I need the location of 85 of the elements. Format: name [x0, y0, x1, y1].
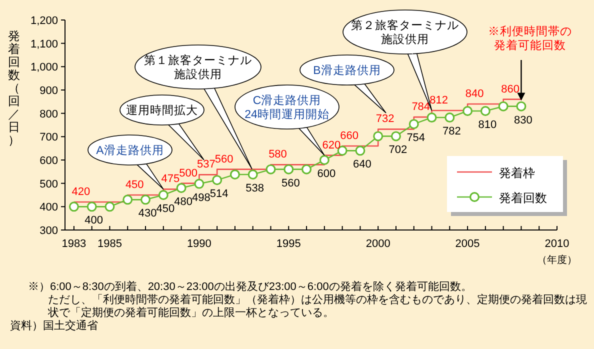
text: 発着回数（回／日） — [8, 29, 20, 147]
data-label: 702 — [388, 144, 408, 156]
data-label: 420 — [72, 186, 90, 198]
y-tick-label: 700 — [40, 132, 58, 144]
y-tick-label: 600 — [40, 155, 58, 167]
point — [104, 202, 115, 212]
y-tick-label: 400 — [40, 202, 58, 214]
annotation: 運用時間拡大 — [126, 104, 198, 117]
point — [284, 164, 294, 174]
point — [480, 106, 490, 116]
point — [373, 131, 384, 142]
y-tick-label: 900 — [40, 85, 58, 97]
point — [266, 164, 276, 174]
data-label: 538 — [246, 182, 264, 194]
y-tick-label: 300 — [40, 225, 58, 237]
point — [408, 119, 419, 130]
data-label: 810 — [478, 119, 497, 131]
x-axis-title: （年度） — [537, 254, 577, 266]
point — [176, 183, 186, 193]
y-tick-label: 1,100 — [30, 38, 58, 50]
x-tick-label: 2010 — [544, 238, 570, 250]
point — [230, 169, 240, 180]
point — [390, 131, 401, 142]
x-tick-label: 1995 — [276, 238, 301, 250]
x-tick-label: 2005 — [455, 238, 480, 250]
annotation: B滑走路供用 — [313, 64, 381, 77]
y-tick-label: 500 — [40, 178, 58, 190]
data-label: 620 — [322, 139, 341, 152]
data-label: 660 — [340, 130, 358, 142]
point — [122, 194, 133, 205]
annotation: ※利便時間帯の発着可能回数 — [488, 25, 572, 52]
point — [462, 106, 473, 116]
data-label: 754 — [406, 132, 426, 144]
point — [302, 164, 312, 174]
text: 資料）国土交通省 — [10, 320, 99, 333]
annotation: C滑走路供用 24時間運用開始 — [244, 94, 330, 121]
data-label: 430 — [138, 208, 157, 220]
data-label: 560 — [214, 153, 234, 166]
data-label: 812 — [430, 94, 448, 107]
data-label: 784 — [412, 101, 430, 114]
point — [426, 112, 437, 123]
text: ただし、「利便時間帯の発着可能回数」（発着枠）は公用機等の枠を含むものであり、定期便の発着回数は現状で「定期便の発着可能回数」の上限一杯となっている。 — [47, 294, 588, 320]
data-label: 500 — [179, 167, 198, 180]
data-label: 400 — [84, 214, 104, 227]
data-label: 560 — [281, 177, 300, 190]
data-label: 537 — [197, 158, 216, 171]
point — [319, 155, 330, 165]
data-label: 600 — [317, 168, 336, 180]
x-tick-label: 1983 — [62, 238, 86, 250]
point — [212, 175, 222, 186]
point — [444, 112, 455, 123]
point — [355, 146, 366, 156]
data-label: 498 — [192, 192, 210, 204]
text: ※）6:00～8:30の到着、20:30～23:00の出発及び23:00～6:00の発着を除く発着可能回数。 — [27, 281, 473, 294]
data-label: 475 — [161, 173, 180, 186]
annotation: 第１旅客ターミナル施設供用 — [144, 53, 252, 81]
data-label: 640 — [353, 158, 372, 171]
point — [516, 101, 526, 112]
point — [248, 169, 258, 180]
annotation: A滑走路供用 — [96, 144, 164, 157]
y-tick-label: 800 — [40, 108, 58, 120]
data-label: 860 — [501, 83, 520, 96]
point — [68, 202, 79, 212]
data-label: 782 — [442, 126, 461, 138]
x-tick-label: 2000 — [366, 238, 390, 250]
annotation: 第２旅客ターミナル施設供用 — [351, 18, 459, 46]
legend-label: 発着枠 — [499, 166, 535, 180]
x-tick-label: 1985 — [97, 238, 122, 250]
y-tick-label: 1,000 — [30, 62, 58, 74]
point — [86, 202, 97, 212]
legend-label: 発着回数 — [499, 191, 547, 205]
x-tick-label: 1990 — [186, 238, 212, 250]
data-label: 450 — [125, 179, 144, 191]
data-label: 450 — [156, 203, 175, 215]
data-label: 732 — [376, 113, 394, 126]
point — [158, 190, 168, 200]
point — [498, 101, 508, 112]
point — [194, 178, 204, 189]
point — [140, 194, 151, 205]
y-tick-label: 1,200 — [30, 15, 58, 27]
data-label: 840 — [465, 88, 484, 100]
data-label: 514 — [210, 188, 228, 200]
data-label: 830 — [514, 114, 532, 126]
data-label: 580 — [268, 148, 287, 161]
data-label: 480 — [174, 196, 192, 208]
